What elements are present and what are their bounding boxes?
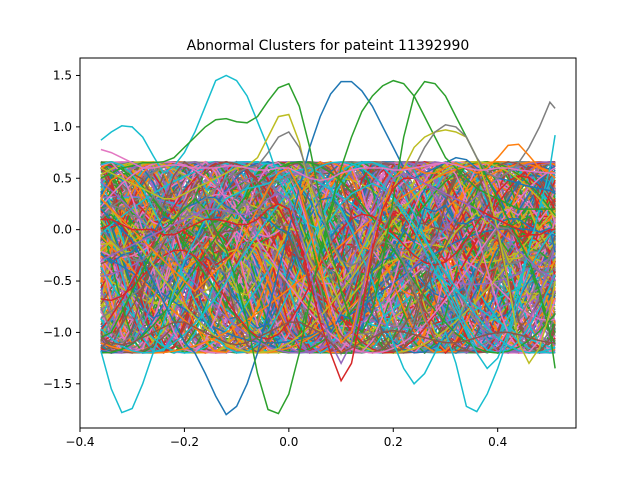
series-line-6	[100, 113, 556, 365]
background-series-line	[100, 161, 556, 354]
y-tick-label: −0.5	[43, 274, 72, 288]
background-series-line	[100, 161, 556, 354]
background-series-line	[100, 204, 556, 313]
background-series-line	[100, 160, 556, 354]
series-line-5	[100, 79, 556, 415]
background-series-line	[100, 227, 556, 344]
background-series-line	[100, 161, 556, 354]
series-line-9	[100, 177, 556, 383]
y-tick-label: 0.0	[53, 223, 72, 237]
series-group	[100, 74, 556, 416]
background-series-line	[100, 173, 556, 344]
background-series-line	[100, 173, 556, 342]
y-tick-label: 1.5	[53, 68, 72, 82]
y-tick-label: −1.5	[43, 377, 72, 391]
x-tick-label: −0.2	[170, 435, 199, 449]
series-line-1	[100, 74, 556, 370]
x-tick-label: 0.0	[279, 435, 298, 449]
background-series-line	[100, 160, 556, 354]
x-tick-label: 0.2	[384, 435, 403, 449]
chart-title: Abnormal Clusters for pateint 11392990	[187, 38, 470, 54]
background-series-line	[100, 161, 556, 354]
background-series-line	[100, 161, 556, 354]
background-series-line	[100, 161, 556, 354]
background-series-line	[100, 161, 556, 354]
background-series-line	[100, 161, 556, 354]
y-tick-label: 0.5	[53, 171, 72, 185]
series-line-4	[100, 80, 556, 369]
background-series-line	[100, 161, 556, 354]
y-axis: −1.5 −1.0 −0.5 0.0 0.5 1.0 1.5	[43, 68, 80, 391]
background-series-line	[100, 161, 556, 354]
x-axis: −0.4 −0.2 0.0 0.2 0.4	[65, 428, 507, 449]
series-line-12	[100, 321, 556, 354]
background-series-line	[100, 179, 556, 336]
plot-frame	[79, 57, 577, 429]
series-line-7	[100, 100, 556, 267]
x-tick-label: 0.4	[488, 435, 507, 449]
y-tick-label: 1.0	[53, 120, 72, 134]
series-line-2	[100, 167, 556, 414]
background-series-line	[100, 161, 556, 354]
series-line-11	[100, 148, 556, 182]
y-tick-label: −1.0	[43, 325, 72, 339]
x-tick-label: −0.4	[65, 435, 94, 449]
